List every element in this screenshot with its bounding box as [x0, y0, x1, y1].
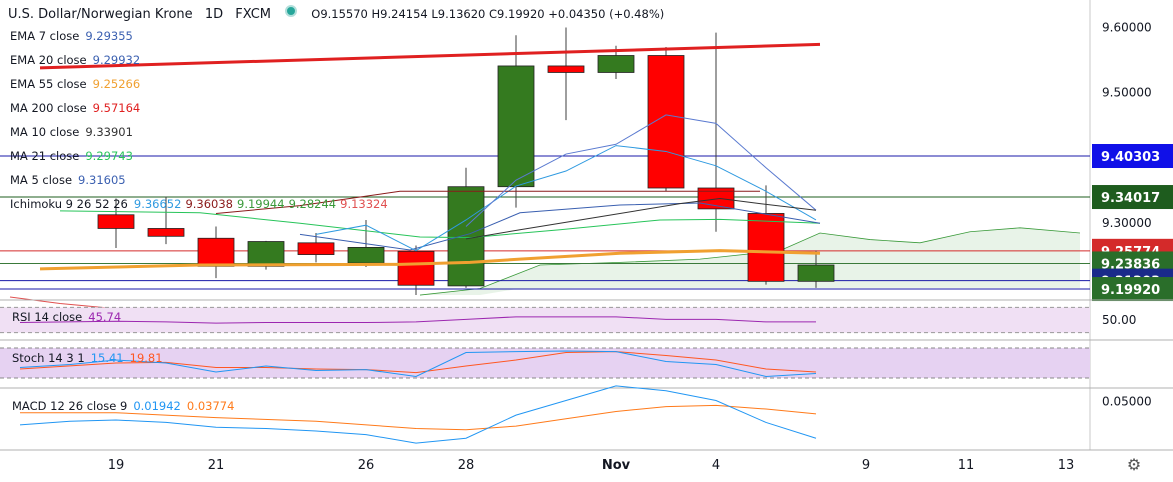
indicator-value: 9.29355 [85, 29, 133, 43]
indicator-value: 9.19944 [237, 197, 285, 211]
ma5-line [465, 114, 817, 227]
indicator-name: MA 21 close [10, 149, 80, 163]
x-tick-label: 4 [712, 458, 720, 473]
stoch-k-value: 15.41 [91, 351, 124, 365]
indicator-legend-item[interactable]: Ichimoku 9 26 52 26 9.36652 9.36038 9.19944… [10, 197, 388, 211]
indicator-value: 9.28244 [288, 197, 337, 211]
ma200-line [39, 42, 821, 70]
indicator-legend-item[interactable]: EMA 7 close 9.29355 [10, 29, 133, 43]
indicator-legend-item[interactable]: MA 10 close 9.33901 [10, 125, 133, 139]
ema55-line [39, 249, 821, 271]
x-tick-label: 28 [458, 458, 475, 473]
rsi-legend-label: RSI 14 close [12, 310, 82, 324]
rsi-line [19, 316, 816, 324]
price-badge-label: 9.40303 [1101, 150, 1160, 165]
candle-body[interactable] [497, 65, 535, 188]
stoch-legend: Stoch 14 3 1 15.41 19.81 [12, 351, 163, 365]
candle-body[interactable] [597, 55, 635, 73]
indicator-value: 9.25266 [92, 77, 141, 91]
indicator-value: 9.36652 [133, 197, 182, 211]
x-tick-label: Nov [602, 458, 631, 473]
candle-body[interactable] [297, 242, 335, 255]
indicator-value: 9.13324 [340, 197, 388, 211]
indicator-name: EMA 20 close [10, 53, 87, 67]
rsi-axis-label: 50.00 [1102, 313, 1136, 327]
price-badge-label: 9.19920 [1101, 283, 1160, 298]
x-tick-label: 13 [1058, 458, 1075, 473]
ma10-line [465, 197, 817, 240]
macd-value: 0.01942 [133, 399, 181, 413]
y-tick-label: 9.50000 [1102, 86, 1152, 100]
candle-body[interactable] [147, 228, 185, 237]
kijun-line [215, 190, 760, 214]
candle-body[interactable] [347, 246, 385, 264]
candle-body[interactable] [247, 241, 285, 267]
rsi-legend: RSI 14 close 45.74 [12, 310, 121, 324]
indicator-value: 9.31605 [78, 173, 126, 187]
indicator-name: MA 10 close [10, 125, 80, 139]
macd-legend-label: MACD 12 26 close 9 [12, 399, 127, 413]
x-tick-label: 26 [358, 458, 375, 473]
settings-gear-icon[interactable]: ⚙ [1127, 455, 1141, 474]
macd-axis-label: 0.05000 [1102, 395, 1152, 409]
ichimoku-span-a [419, 227, 1081, 296]
macd-line [19, 385, 817, 444]
indicator-value: 9.57164 [92, 101, 141, 115]
stoch-band [0, 348, 1090, 378]
indicator-value: 9.33901 [85, 125, 133, 139]
ma21-line [59, 210, 821, 239]
indicator-value: 9.29932 [92, 53, 141, 67]
indicator-name: MA 5 close [10, 173, 73, 187]
candle-body[interactable] [747, 213, 785, 282]
ema-line [299, 202, 821, 251]
rsi-legend-value: 45.74 [88, 310, 121, 324]
indicator-legend-item[interactable]: MA 200 close 9.57164 [10, 101, 140, 115]
stoch-legend-label: Stoch 14 3 1 [12, 351, 85, 365]
x-tick-label: 21 [208, 458, 225, 473]
x-tick-label: 11 [958, 458, 975, 473]
indicator-name: Ichimoku 9 26 52 26 [10, 197, 128, 211]
indicator-value: 9.36038 [185, 197, 233, 211]
indicator-value: 9.29743 [85, 149, 133, 163]
stoch-d-line [19, 351, 817, 374]
x-tick-label: 9 [862, 458, 870, 473]
rsi-band [0, 307, 1090, 333]
stoch-k-line [19, 350, 817, 378]
x-tick-label: 19 [108, 458, 125, 473]
candle-body[interactable] [197, 237, 235, 267]
indicator-legend-item[interactable]: MA 21 close 9.29743 [10, 149, 133, 163]
price-badge-label: 9.34017 [1101, 191, 1160, 206]
price-badge [1092, 185, 1173, 210]
indicator-legend-item[interactable]: EMA 20 close 9.29932 [10, 53, 140, 67]
y-tick-label: 9.30000 [1102, 216, 1152, 230]
macd-signal-value: 0.03774 [187, 399, 235, 413]
candle-body[interactable] [697, 187, 735, 210]
price-badge [1092, 277, 1173, 302]
price-badge [1092, 144, 1173, 169]
macd-signal-line [20, 404, 817, 431]
candle-body[interactable] [397, 250, 435, 286]
stoch-d-value: 19.81 [130, 351, 163, 365]
candle-body[interactable] [797, 264, 835, 282]
y-tick-label: 9.60000 [1102, 20, 1152, 34]
indicator-legend-item[interactable]: EMA 55 close 9.25266 [10, 77, 140, 91]
indicator-legend-item[interactable]: MA 5 close 9.31605 [10, 173, 126, 187]
candle-body[interactable] [97, 214, 135, 229]
candle-body[interactable] [547, 65, 585, 73]
indicator-name: MA 200 close [10, 101, 87, 115]
indicator-name: EMA 7 close [10, 29, 80, 43]
macd-legend: MACD 12 26 close 9 0.01942 0.03774 [12, 399, 234, 413]
tenkan-line [315, 145, 817, 252]
indicator-name: EMA 55 close [10, 77, 87, 91]
